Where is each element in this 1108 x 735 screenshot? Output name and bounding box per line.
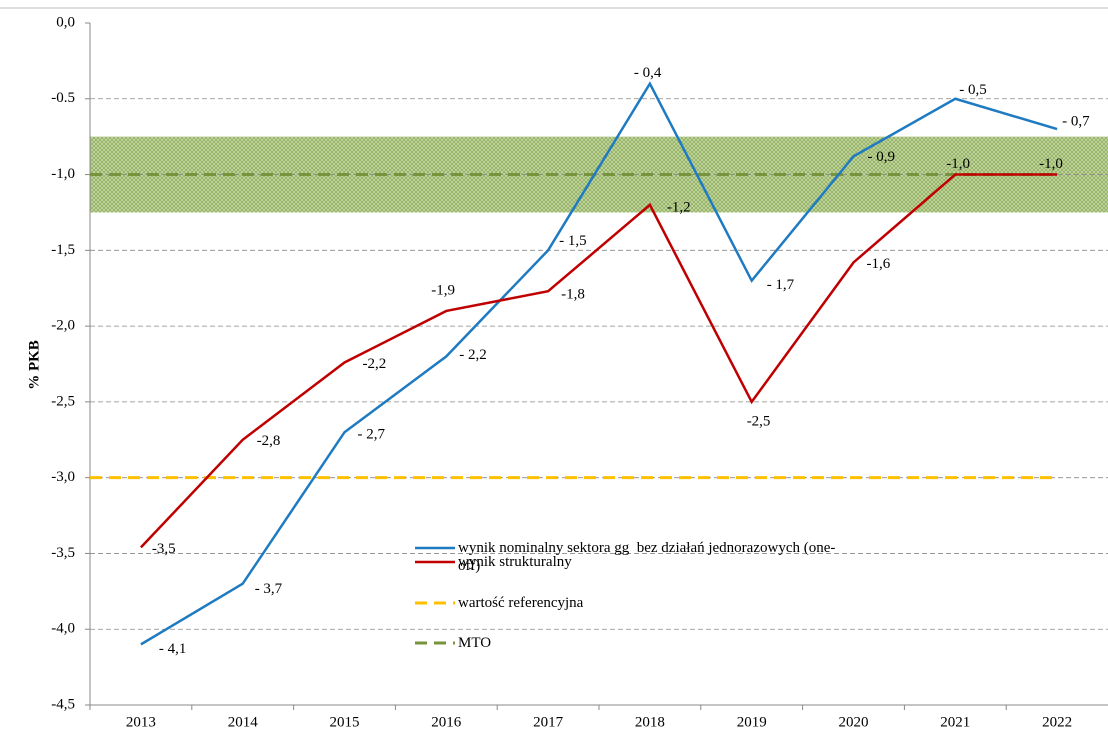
y-tick-label: -1,5 (51, 242, 75, 258)
y-tick-label: -2,0 (51, 318, 75, 334)
x-tick-label: 2015 (330, 714, 360, 730)
data-label: - 2,2 (459, 347, 487, 363)
data-label: -2,8 (257, 433, 281, 449)
y-tick-label: -0.5 (51, 90, 75, 106)
legend-label: wynik strukturalny (458, 554, 572, 570)
data-label: -1,2 (667, 199, 691, 215)
data-label: -1,8 (561, 287, 585, 303)
x-tick-label: 2013 (126, 714, 156, 730)
data-label: -2,5 (747, 413, 771, 429)
y-tick-label: -4,5 (51, 696, 75, 712)
x-tick-label: 2020 (839, 714, 869, 730)
series-line (139, 173, 1058, 549)
legend-label: wynik nominalny sektora gg bez działań j… (458, 540, 836, 574)
legend-label: MTO (458, 635, 492, 651)
y-tick-label: -4,0 (51, 621, 75, 637)
legend-label: wartość referencyjna (458, 595, 584, 611)
data-label: -1,0 (946, 156, 970, 172)
data-label: - 2,7 (358, 427, 386, 443)
data-label: - 3,7 (255, 581, 283, 597)
y-tick-label: -3,5 (51, 545, 75, 561)
data-label: -2,2 (363, 356, 387, 372)
data-label: - 0,4 (634, 65, 662, 81)
data-label: -1,0 (1039, 156, 1063, 172)
x-tick-label: 2021 (940, 714, 970, 730)
data-label: -3,5 (152, 541, 176, 557)
x-tick-label: 2014 (228, 714, 259, 730)
y-axis-title: % PKB (26, 340, 42, 390)
data-label: -1,9 (431, 282, 455, 298)
x-tick-label: 2018 (635, 714, 665, 730)
y-tick-label: -3,0 (51, 469, 75, 485)
y-tick-label: -1,0 (51, 166, 75, 182)
data-label: - 1,7 (767, 277, 795, 293)
y-tick-label: 0,0 (56, 14, 75, 30)
data-label: - 4,1 (159, 641, 187, 657)
x-tick-label: 2016 (431, 714, 462, 730)
data-label: - 0,7 (1062, 114, 1090, 130)
x-tick-label: 2019 (737, 714, 767, 730)
data-label: - 0,5 (959, 82, 987, 98)
y-tick-label: -2,5 (51, 393, 75, 409)
data-label: - 1,5 (559, 233, 587, 249)
series-line (140, 81, 1058, 646)
x-tick-label: 2022 (1042, 714, 1072, 730)
x-tick-label: 2017 (533, 714, 564, 730)
data-label: -1,6 (867, 256, 891, 272)
data-label: - 0,9 (868, 149, 896, 165)
